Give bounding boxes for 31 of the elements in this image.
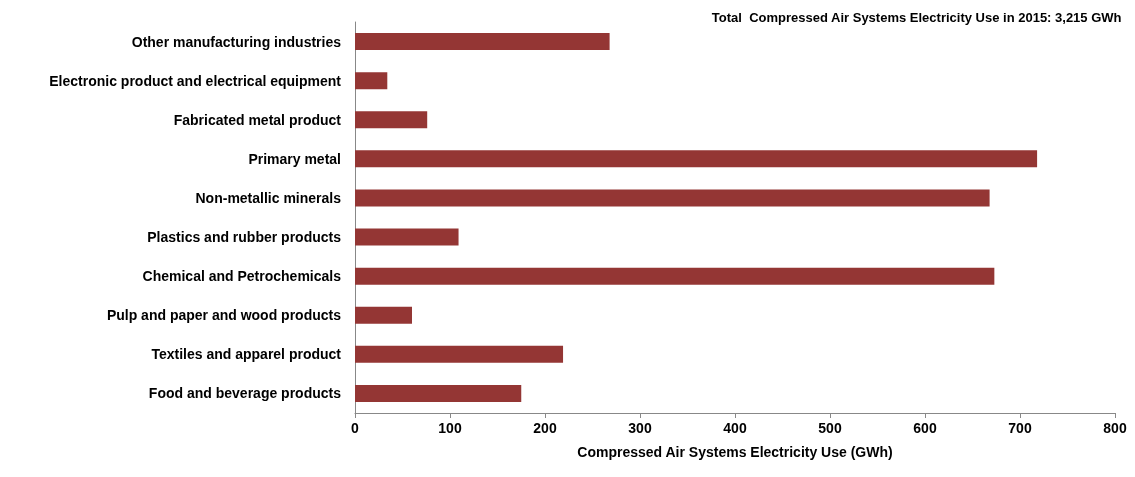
- x-tick-label: 700: [1008, 420, 1032, 436]
- bar: [355, 150, 1038, 168]
- y-tick-label: Pulp and paper and wood products: [106, 307, 342, 324]
- bar: [355, 111, 428, 129]
- y-tick-label: Chemical and Petrochemicals: [142, 268, 342, 285]
- y-tick-label: Primary metal: [248, 150, 341, 167]
- x-tick-label: 600: [913, 420, 937, 436]
- bar: [355, 189, 990, 207]
- bar: [355, 72, 388, 90]
- x-tick-label: 0: [351, 420, 360, 436]
- bar: [355, 345, 564, 363]
- x-tick-label: 800: [1103, 420, 1127, 436]
- y-tick-label: Textiles and apparel product: [151, 346, 342, 363]
- bar: [355, 384, 522, 402]
- y-tick-label: Food and beverage products: [148, 385, 342, 402]
- x-tick-label: 400: [723, 420, 747, 436]
- y-tick-label: Other manufacturing industries: [131, 33, 342, 50]
- y-tick-label: Plastics and rubber products: [147, 229, 342, 246]
- bar: [355, 267, 995, 285]
- chart-title: Total Compressed Air Systems Electricity Use in 2015: 3,215 GWh: [711, 10, 1122, 25]
- x-tick-label: 300: [628, 420, 652, 436]
- bar: [355, 306, 412, 324]
- y-tick-label: Non-metallic minerals: [195, 189, 342, 206]
- bar: [355, 228, 459, 246]
- y-tick-label: Electronic product and electrical equipment: [49, 72, 342, 89]
- x-tick-label: 500: [818, 420, 842, 436]
- x-tick-label: 100: [438, 420, 462, 436]
- bar: [355, 33, 610, 51]
- y-tick-label: Fabricated metal product: [173, 111, 342, 128]
- x-tick-label: 200: [533, 420, 557, 436]
- x-axis-title: Compressed Air Systems Electricity Use (GWh): [577, 444, 893, 460]
